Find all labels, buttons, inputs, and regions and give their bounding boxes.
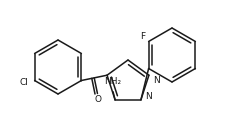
Text: F: F: [140, 32, 146, 41]
Text: N: N: [145, 92, 152, 101]
Text: Cl: Cl: [20, 78, 29, 87]
Text: O: O: [95, 95, 102, 104]
Text: NH₂: NH₂: [104, 77, 122, 86]
Text: N: N: [153, 76, 160, 85]
